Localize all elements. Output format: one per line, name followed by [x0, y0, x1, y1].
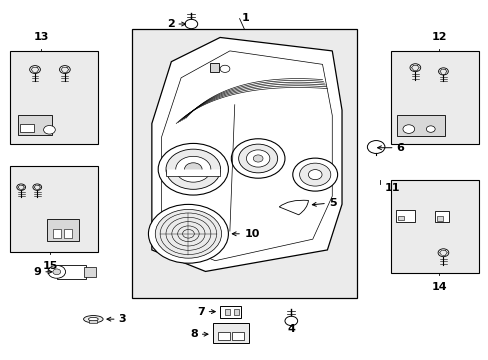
Bar [434, 211, 448, 222]
Text: 2: 2 [167, 19, 174, 29]
Bar [224, 309, 229, 315]
Circle shape [426, 126, 434, 132]
PathPatch shape [152, 37, 341, 271]
Circle shape [43, 126, 55, 134]
Bar [18, 116, 52, 135]
Circle shape [437, 249, 448, 257]
Circle shape [366, 140, 384, 153]
Bar [390, 180, 478, 273]
Text: 7: 7 [196, 307, 204, 316]
Circle shape [158, 143, 228, 195]
Circle shape [53, 269, 61, 275]
Circle shape [155, 210, 221, 258]
Circle shape [285, 316, 297, 325]
Bar [20, 125, 34, 132]
Bar [89, 320, 97, 323]
Text: 15: 15 [42, 261, 58, 271]
Circle shape [409, 64, 420, 72]
Circle shape [165, 149, 220, 189]
Bar [233, 309, 238, 315]
Text: 1: 1 [242, 13, 249, 23]
Text: 13: 13 [33, 32, 49, 42]
Circle shape [402, 125, 414, 134]
Circle shape [238, 144, 277, 173]
Bar [217, 332, 229, 339]
Text: 11: 11 [384, 183, 399, 193]
Text: 3: 3 [119, 314, 126, 324]
Bar [232, 332, 244, 339]
Circle shape [292, 158, 337, 191]
Text: 6: 6 [396, 143, 404, 153]
Text: 12: 12 [430, 32, 446, 42]
Text: 5: 5 [328, 198, 336, 208]
Ellipse shape [88, 318, 98, 321]
Circle shape [184, 163, 202, 176]
Text: 14: 14 [430, 282, 446, 292]
Bar [396, 115, 445, 136]
Bar [220, 306, 240, 318]
Bar [10, 51, 98, 144]
Circle shape [30, 66, 41, 73]
Circle shape [175, 156, 210, 182]
Circle shape [246, 150, 269, 167]
Bar [64, 229, 72, 238]
Bar [10, 166, 98, 252]
PathPatch shape [279, 200, 308, 215]
Text: 9: 9 [33, 267, 41, 277]
Circle shape [17, 184, 25, 190]
Bar [395, 211, 414, 222]
Circle shape [60, 66, 70, 73]
Bar [53, 229, 61, 238]
Bar [132, 30, 356, 298]
Circle shape [33, 184, 41, 190]
Circle shape [438, 68, 447, 75]
Circle shape [148, 204, 228, 263]
Circle shape [48, 265, 65, 278]
Bar [436, 216, 442, 221]
Text: 8: 8 [189, 329, 197, 339]
Circle shape [231, 139, 285, 178]
Bar [57, 265, 86, 279]
Text: 10: 10 [244, 229, 259, 239]
Bar [212, 323, 249, 343]
Bar [47, 220, 79, 241]
Circle shape [308, 170, 322, 180]
Bar [84, 267, 96, 277]
Circle shape [220, 65, 229, 72]
Circle shape [253, 155, 263, 162]
Circle shape [184, 19, 197, 29]
Bar [390, 51, 478, 144]
Text: 4: 4 [287, 324, 295, 334]
PathPatch shape [166, 169, 220, 176]
Circle shape [299, 163, 330, 186]
Bar [210, 63, 219, 72]
Ellipse shape [83, 316, 103, 323]
Bar [397, 216, 403, 220]
